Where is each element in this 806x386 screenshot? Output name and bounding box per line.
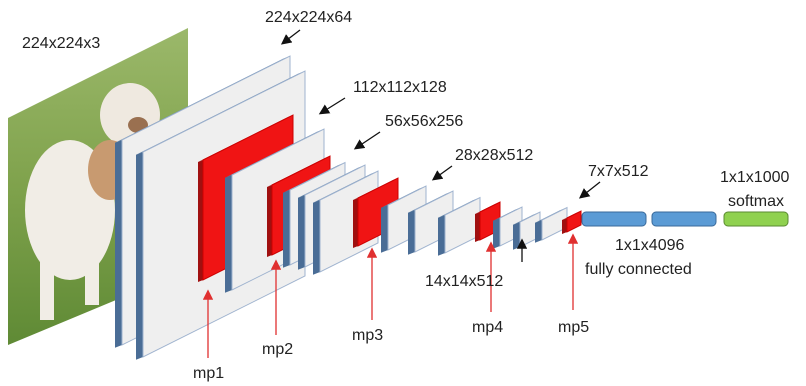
layer-side: [493, 218, 500, 249]
pool-label: mp2: [262, 341, 293, 358]
layer-side: [298, 195, 305, 270]
conv-label: 7x7x512: [588, 163, 649, 180]
layer-side: [562, 218, 567, 234]
layer-side: [513, 222, 520, 250]
fc-caption: fully connected: [585, 261, 692, 278]
layer-side: [198, 160, 203, 282]
pool-layer: [567, 211, 581, 232]
layer-side: [381, 205, 388, 253]
layer-side: [136, 152, 143, 360]
input-label: 224x224x3: [22, 35, 100, 52]
output-caption: softmax: [728, 193, 784, 210]
layer-side: [535, 220, 542, 243]
layer-side: [283, 190, 290, 268]
conv-label: 112x112x128: [353, 79, 447, 96]
layer-side: [475, 212, 480, 242]
layer-side: [115, 140, 122, 348]
layer-side: [313, 200, 320, 275]
pool-label: mp3: [352, 327, 383, 344]
pool-label: mp5: [558, 319, 589, 336]
fc-label: 1x1x4096: [615, 237, 684, 254]
conv-label: 14x14x512: [425, 273, 503, 290]
vgg-diagram: 224x224x3 224x224x64 112x112x128 56x56x2…: [0, 0, 806, 386]
output-label: 1x1x1000: [720, 169, 789, 186]
layer-side: [408, 210, 415, 255]
layer-side: [225, 175, 232, 293]
pool-label: mp1: [193, 365, 224, 382]
layer-side: [267, 185, 272, 257]
layer-side: [438, 215, 445, 256]
fc-layers: [582, 212, 788, 226]
conv-label: 28x28x512: [455, 147, 533, 164]
pool-label: mp4: [472, 319, 503, 336]
conv-label: 56x56x256: [385, 113, 463, 130]
conv-label: 224x224x64: [265, 9, 352, 26]
layer-side: [353, 198, 358, 248]
